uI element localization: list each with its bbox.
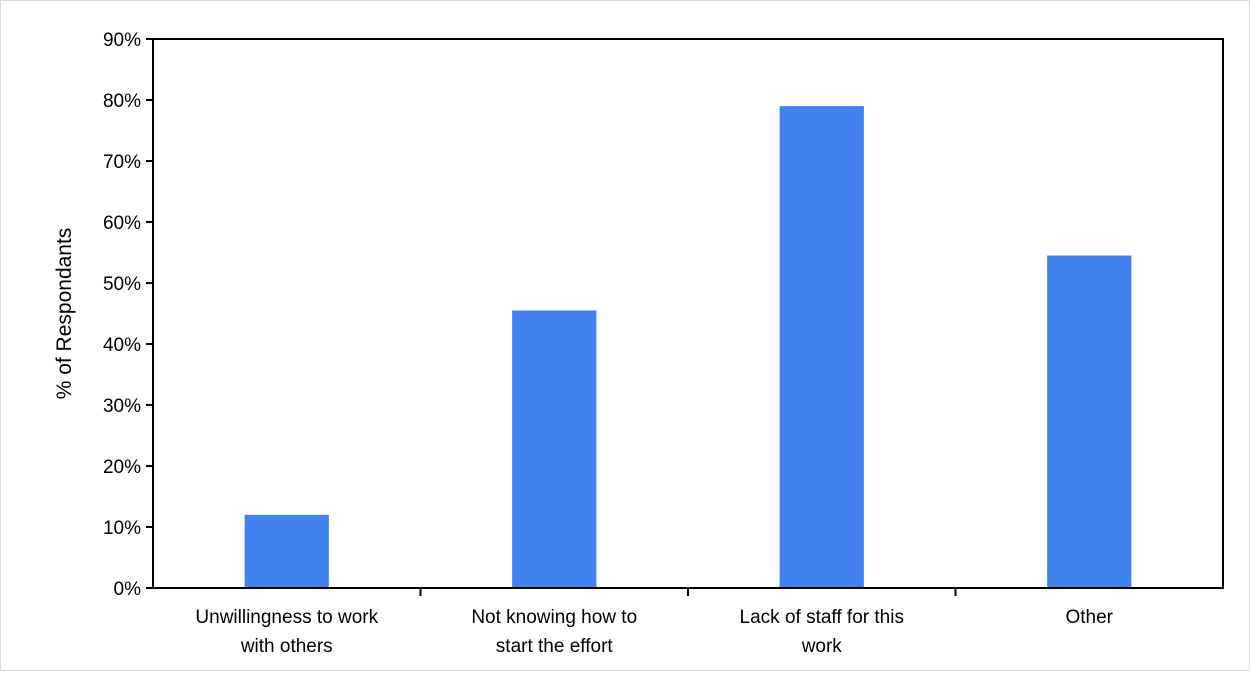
y-tick-label: 20% <box>103 457 141 478</box>
y-tick-label: 80% <box>103 91 141 112</box>
y-tick-label: 70% <box>103 152 141 173</box>
y-tick-label: 50% <box>103 274 141 295</box>
x-category-label-line: start the effort <box>496 636 614 657</box>
x-category-label-line: Not knowing how to <box>471 607 637 628</box>
x-category-label-line: Other <box>1065 607 1113 628</box>
y-tick-label: 40% <box>103 335 141 356</box>
x-category-label: Not knowing how to start the effort <box>471 607 637 657</box>
x-category-label-line: work <box>801 636 843 657</box>
x-category-label: Unwillingness to work with others <box>195 607 378 657</box>
x-category-label-line: with others <box>240 636 333 657</box>
x-category-label-line: Unwillingness to work <box>195 607 378 628</box>
bar <box>244 514 329 588</box>
y-tick-label: 60% <box>103 213 141 234</box>
plot-area-border <box>152 38 1224 589</box>
bar <box>512 310 597 588</box>
y-tick-label: 90% <box>103 30 141 51</box>
bar <box>1047 255 1132 589</box>
y-tick-label: 30% <box>103 396 141 417</box>
y-tick-label: 10% <box>103 518 141 539</box>
x-axis-ticks: Unwillingness to work with others Not know… <box>195 588 1114 657</box>
y-axis-ticks: 0% 10% 20% 30% 40% 50% 60% 70% 80% 90% <box>103 30 153 600</box>
x-category-label: Other <box>1065 607 1113 628</box>
x-category-label-line: Lack of staff for this <box>740 607 904 628</box>
x-category-label: Lack of staff for this work <box>740 607 904 657</box>
y-axis-title: % of Respondants <box>53 228 76 400</box>
bars-layer <box>244 106 1132 589</box>
bar <box>779 106 864 588</box>
y-tick-label: 0% <box>114 579 142 600</box>
